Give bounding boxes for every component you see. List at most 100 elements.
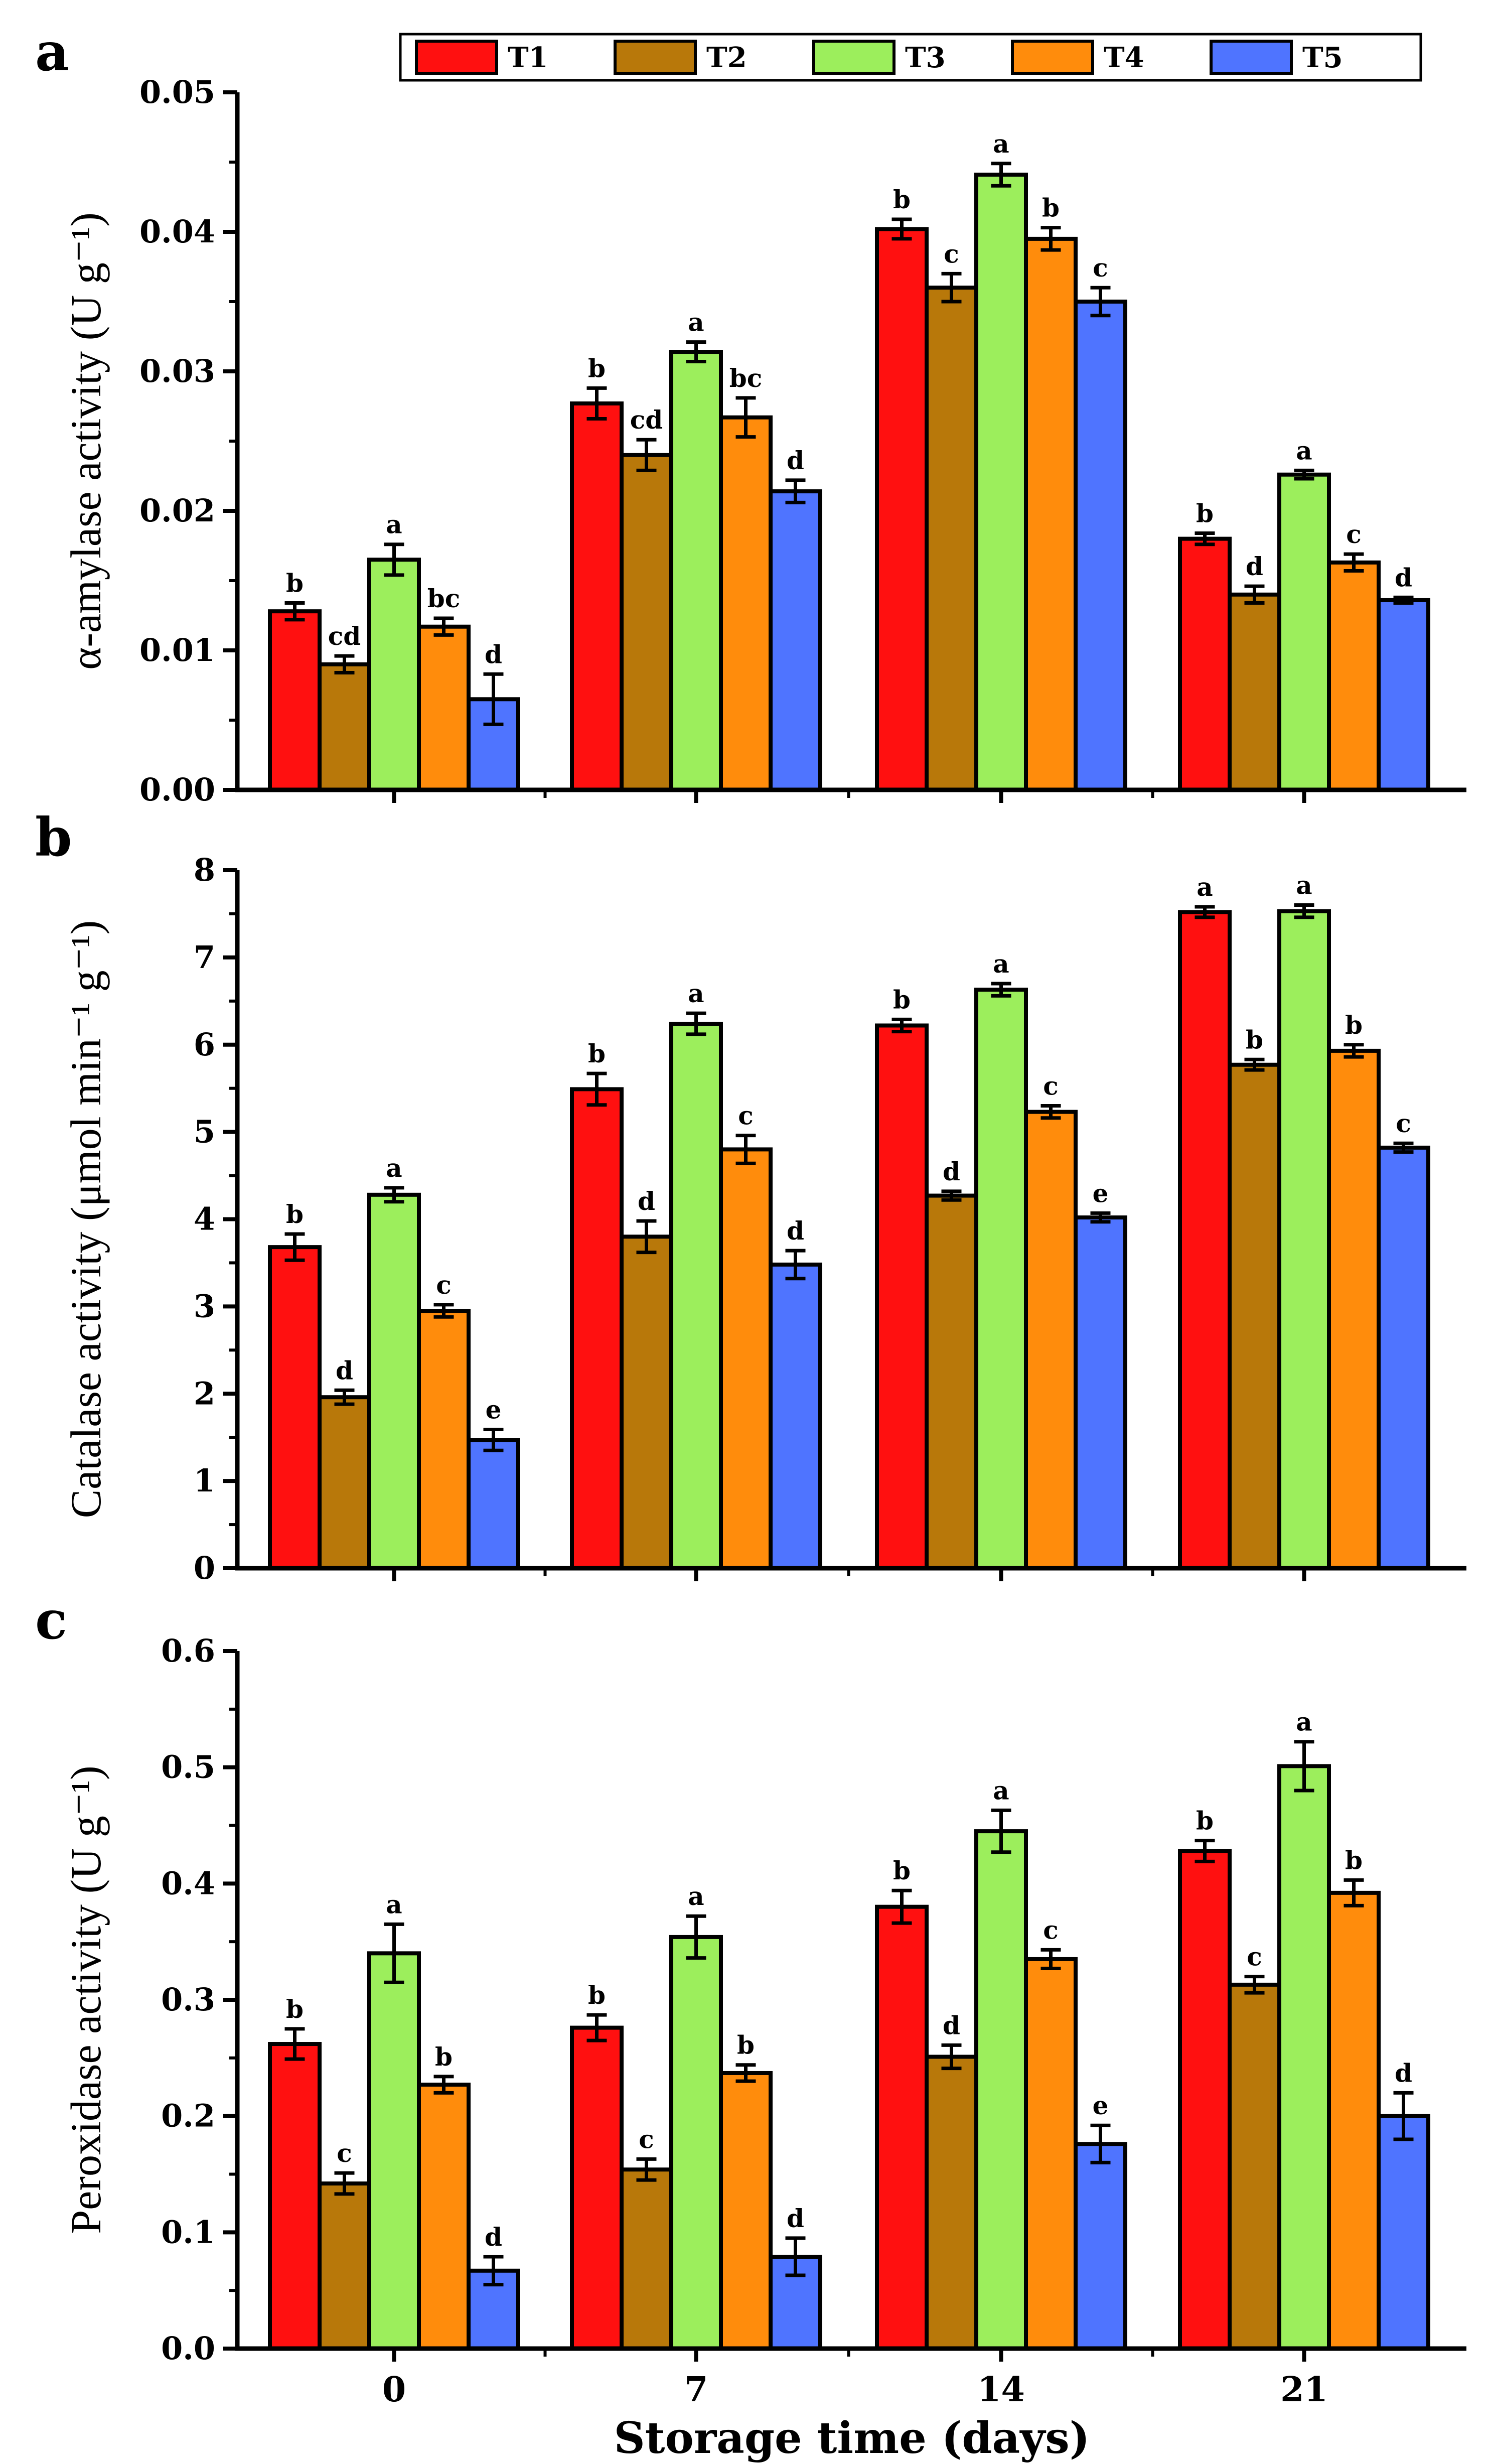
bar-T3-day-0 [367,1192,421,1570]
error-bar [1090,286,1111,318]
bar-T3-day-0 [367,1951,421,2351]
significance-label: d [485,639,502,669]
y-tick-label: 5 [194,1114,215,1150]
legend-label: T2 [706,41,747,74]
x-tick-label: 0 [382,2370,406,2410]
y-tick-label: 0.01 [139,632,215,668]
bar-T4-day-21 [1327,1048,1381,1570]
error-bar [1040,226,1061,252]
y-tick-label: 0.6 [161,1632,215,1669]
significance-label: a [386,1153,402,1183]
significance-label: d [1395,2058,1412,2088]
bar-T2-day-7 [620,2167,673,2351]
bar-T3-day-7 [669,1022,723,1570]
significance-label: d [943,2010,960,2040]
bar-T4-day-14 [1024,1957,1078,2351]
significance-label: a [386,510,402,539]
significance-label: b [588,1039,606,1068]
significance-label: a [688,1881,704,1911]
error-bar [636,1219,657,1255]
error-bar [1090,1211,1111,1224]
bar-T4-day-21 [1327,560,1381,792]
significance-label: a [1296,1707,1312,1737]
bar-T4-day-0 [417,2083,471,2351]
bar-T3-day-21 [1277,472,1331,792]
significance-label: b [893,185,911,214]
significance-label: b [1196,498,1214,528]
error-bar [636,2157,657,2182]
chart-panel-c: c b b b b c c d c a a a a b b c b d d e d 0.0 0.1 0.2 0.3 0.4 0.5 0… [35,1589,1466,2410]
significance-label: a [1296,871,1312,900]
significance-label: c [1043,1071,1058,1101]
error-bar [941,2043,962,2071]
y-tick-label: 0.02 [139,492,215,529]
legend-label: T1 [508,41,548,74]
bar-T2-day-21 [1228,1982,1281,2351]
bar-T1-day-14 [875,1023,929,1570]
error-bar [1195,1839,1215,1863]
bar-T4-day-14 [1024,236,1078,792]
error-bar [1393,2091,1414,2141]
error-bar [891,1888,912,1925]
significance-label: a [993,949,1009,979]
x-tick-label: 21 [1280,2370,1328,2410]
significance-label: a [993,1775,1009,1805]
y-tick-label: 0.4 [161,1865,215,1901]
y-tick-label: 0.3 [161,1981,215,2018]
significance-label: c [436,1270,451,1300]
legend-swatch [1210,40,1293,75]
y-tick-label: 3 [194,1288,215,1324]
y-axis-title: Peroxidase activity (U g⁻¹) [62,1765,110,2234]
bar-T1-day-14 [875,1904,929,2351]
error-bar [891,1017,912,1034]
error-bar [334,2171,355,2196]
chart-panel-a: abbbbcdcdcdaaaabcbcbcddcd0.000.010.020.0… [35,21,1466,808]
y-tick-label: 0.00 [139,771,215,808]
error-bar [284,2027,305,2061]
error-bar [785,2236,806,2277]
bar-T1-day-0 [268,1245,322,1570]
error-bar [785,478,806,504]
error-bar [483,1428,504,1452]
bar-T3-day-7 [669,1935,723,2351]
significance-label: b [588,1980,606,2010]
error-bar [1040,1948,1061,1970]
y-tick-label: 2 [194,1375,215,1412]
bar-T5-day-7 [769,1262,822,1571]
bar-T1-day-7 [570,2025,624,2351]
y-tick-label: 8 [194,852,215,888]
bar-T3-day-21 [1277,1764,1331,2351]
error-bar [483,672,504,726]
legend-swatch [812,40,896,75]
error-bar [1294,903,1314,919]
bar-T1-day-21 [1178,910,1232,1570]
error-bar [1393,1141,1414,1154]
y-tick-label: 0.2 [161,2098,215,2134]
significance-label: d [787,1216,804,1246]
bar-T2-day-14 [925,2055,978,2351]
significance-label: a [993,129,1009,159]
y-tick-label: 0.5 [161,1749,215,1786]
error-bar [586,1071,607,1107]
legend-swatch [614,40,697,75]
legend-item-T2: T2 [614,40,747,75]
legend-label: T5 [1302,41,1343,74]
legend-label: T4 [1104,41,1144,74]
bars: b b b a d d d b a a a a c c c b e d e c [268,871,1430,1571]
error-bar [991,162,1011,188]
error-bar [686,1914,706,1960]
error-bar [1344,1043,1364,1059]
error-bar [636,438,657,472]
significance-label: d [943,1157,960,1186]
error-bar [1090,2123,1111,2164]
error-bar [991,1808,1011,1854]
bar-T3-day-14 [974,1829,1028,2351]
bar-T1-day-21 [1178,1849,1232,2351]
error-bar [941,1189,962,1202]
y-tick-label: 6 [194,1026,215,1063]
bar-T5-day-14 [1074,1215,1127,1570]
panel-letter: a [35,21,69,83]
error-bar [384,1922,404,1984]
significance-label: d [638,1186,655,1216]
error-bar [483,2255,504,2287]
